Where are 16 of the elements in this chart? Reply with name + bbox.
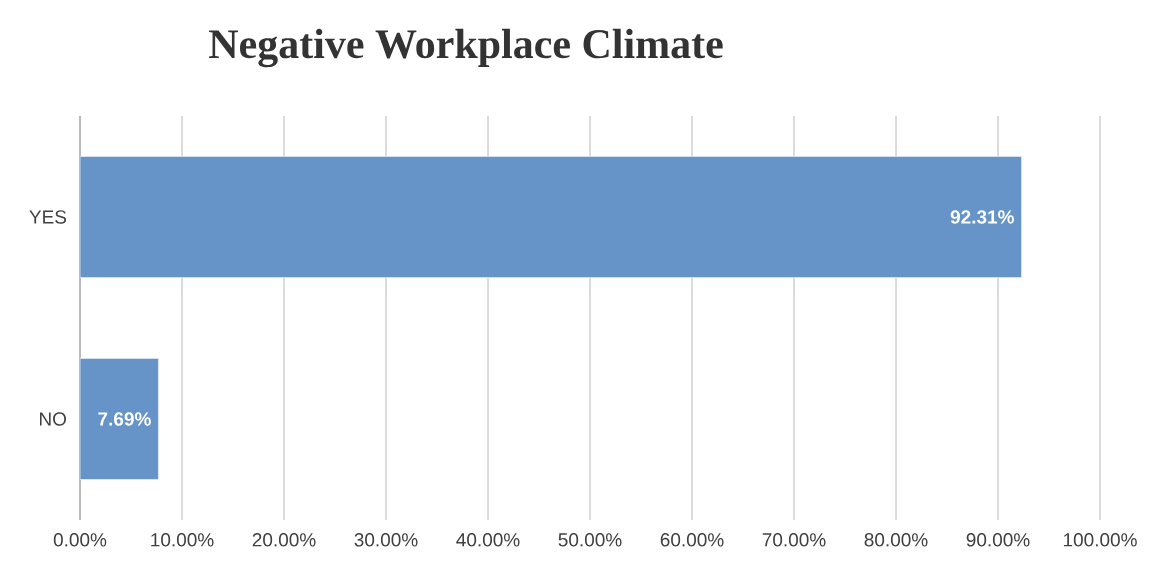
x-tick-label: 0.00% [53, 533, 107, 547]
x-tick-label: 70.00% [762, 533, 826, 547]
x-tick-label: 30.00% [354, 533, 418, 547]
x-tick-label: 20.00% [252, 533, 316, 547]
data-label: 92.31% [950, 210, 1014, 224]
x-tick-label: 60.00% [660, 533, 724, 547]
x-tick-label: 100.00% [1063, 533, 1137, 547]
y-tick-label: YES [29, 210, 67, 224]
y-tick-label: NO [40, 412, 67, 426]
x-tick-label: 10.00% [151, 533, 214, 547]
data-label: 7.69% [98, 412, 151, 426]
chart-title: Negative Workplace Climate [209, 28, 723, 68]
x-tick-label: 80.00% [864, 533, 928, 547]
x-tick-label: 40.00% [456, 533, 520, 547]
x-tick-label: 90.00% [966, 533, 1030, 547]
x-tick-label: 50.00% [558, 533, 622, 547]
